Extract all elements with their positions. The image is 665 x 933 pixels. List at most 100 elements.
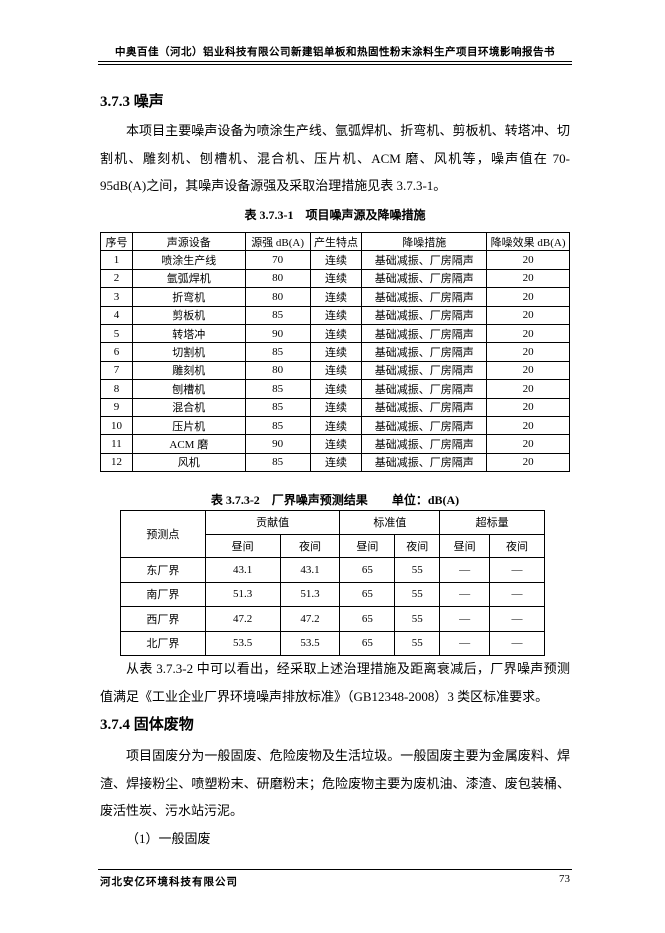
table-cell: 20 [486,360,570,381]
table-cell: 85 [244,415,311,436]
table-row: 5 转塔冲 90 连续 基础减振、厂房隔声 20 [100,323,570,344]
table-cell: 连续 [309,323,363,344]
table-cell: 20 [486,268,570,289]
table-cell: 连续 [309,415,363,436]
table-cell: 基础减振、厂房隔声 [361,434,488,454]
table-cell: 47.2 [279,606,341,632]
table-cell: 85 [244,342,311,362]
table-cell: 85 [244,305,311,325]
table-cell: 雕刻机 [131,360,246,381]
table-cell: 12 [100,452,133,473]
table-cell: 4 [100,305,133,325]
table-row: 南厂界 51.3 51.3 65 55— — [120,581,545,607]
table-cell: 20 [486,452,570,473]
header-rule [98,64,572,65]
header-cell: 降噪措施 [361,231,488,252]
table-cell: 喷涂生产线 [131,250,246,270]
table-cell: 5 [100,323,133,344]
table-cell: 85 [244,452,311,473]
table-row: 1 喷涂生产线 70 连续 基础减振、厂房隔声 20 [100,250,570,270]
table-cell: 53.5 [279,630,341,656]
table-cell: 90 [244,323,311,344]
table-cell: 基础减振、厂房隔声 [361,379,488,399]
header-cell: 标准值 [339,510,441,535]
table-cell: 3 [100,287,133,307]
table-cell: — [439,581,491,607]
table-row: 8 刨槽机 85 连续 基础减振、厂房隔声 20 [100,379,570,399]
table-cell: 东厂界 [120,557,206,583]
table-row: 西厂界 47.2 47.2 65 55— — [120,606,545,632]
table-cell: 20 [486,287,570,307]
header-cell: 预测点 [120,510,206,558]
paragraph: 项目固废分为一般固废、危险废物及生活垃圾。一般固废主要为金属废料、焊渣、焊接粉尘… [100,748,570,818]
table-row: 12 风机 85 连续 基础减振、厂房隔声 20 [100,452,570,473]
header-cell: 夜间 [279,533,341,558]
section-heading: 3.7.3 噪声 [100,94,164,110]
list-item: （1）一般固废 [126,831,211,846]
table-row: 9 混合机 85 连续 基础减振、厂房隔声 20 [100,397,570,417]
table-cell: 51.3 [279,581,341,607]
table-cell: 基础减振、厂房隔声 [361,305,488,325]
table-cell: 47.2 [204,606,281,632]
header-cell: 产生特点 [309,231,363,252]
footer-rule [98,869,572,870]
table-cell: 20 [486,397,570,417]
table-cell: 20 [486,342,570,362]
header-cell: 夜间 [394,533,441,558]
table-cell: 51.3 [204,581,281,607]
table-cell: 连续 [309,397,363,417]
paragraph: 从表 3.7.3-2 中可以看出，经采取上述治理措施及距离衰减后，厂界噪声预测值… [100,661,570,704]
header-cell: 超标量 [439,510,545,535]
table-row: 11 ACM 磨 90 连续 基础减振、厂房隔声 20 [100,434,570,454]
header-cell: 昼间 [439,533,491,558]
table-cell: — [489,557,545,583]
caption-text: 表 3.7.3-2 厂界噪声预测结果 [210,493,368,507]
header-cell: 贡献值 [204,510,341,535]
table-cell: 80 [244,287,311,307]
table-cell: 8 [100,379,133,399]
table-cell: 基础减振、厂房隔声 [361,397,488,417]
header-cell: 降噪效果 dB(A) [486,231,570,252]
table-cell: 55 [394,557,441,583]
table-row: 北厂界 53.5 53.5 65 55— — [120,630,545,656]
table-cell: — [489,606,545,632]
table-caption: 表 3.7.3-2 厂界噪声预测结果 单位：dB(A) [100,491,570,508]
table-cell: 65 [339,581,396,607]
table-cell: — [489,630,545,656]
table-cell: 55 [394,581,441,607]
table-cell: 6 [100,342,133,362]
table-cell: — [439,557,491,583]
table-cell: 20 [486,434,570,454]
table-cell: 10 [100,415,133,436]
table-cell: 切割机 [131,342,246,362]
table-cell: 剪板机 [131,305,246,325]
table-row: 6 切割机 85 连续 基础减振、厂房隔声 20 [100,342,570,362]
table-cell: 20 [486,379,570,399]
table-cell: 基础减振、厂房隔声 [361,342,488,362]
table-cell: 11 [100,434,133,454]
table-cell: 65 [339,630,396,656]
table-cell: 53.5 [204,630,281,656]
table-cell: 南厂界 [120,581,206,607]
table-cell: 80 [244,268,311,289]
table-cell: 连续 [309,287,363,307]
table-cell: 折弯机 [131,287,246,307]
table-cell: 连续 [309,250,363,270]
header-cell: 昼间 [339,533,396,558]
noise-source-table: 序号 声源设备 源强 dB(A) 产生特点 降噪措施 降噪效果 dB(A) 1 喷涂生产线 70… [100,231,570,473]
header-cell: 声源设备 [131,231,246,252]
table-cell: — [439,630,491,656]
table-cell: 2 [100,268,133,289]
footer-company: 河北安亿环境科技有限公司 [100,877,238,888]
page-number: 73 [559,873,570,885]
table-cell: 基础减振、厂房隔声 [361,452,488,473]
table-cell: 基础减振、厂房隔声 [361,287,488,307]
table-cell: 混合机 [131,397,246,417]
table-cell: 43.1 [204,557,281,583]
table-cell: 连续 [309,268,363,289]
table-row: 10 压片机 85 连续 基础减振、厂房隔声 20 [100,415,570,436]
table-cell: 氩弧焊机 [131,268,246,289]
table-cell: 连续 [309,360,363,381]
table-cell: 20 [486,323,570,344]
